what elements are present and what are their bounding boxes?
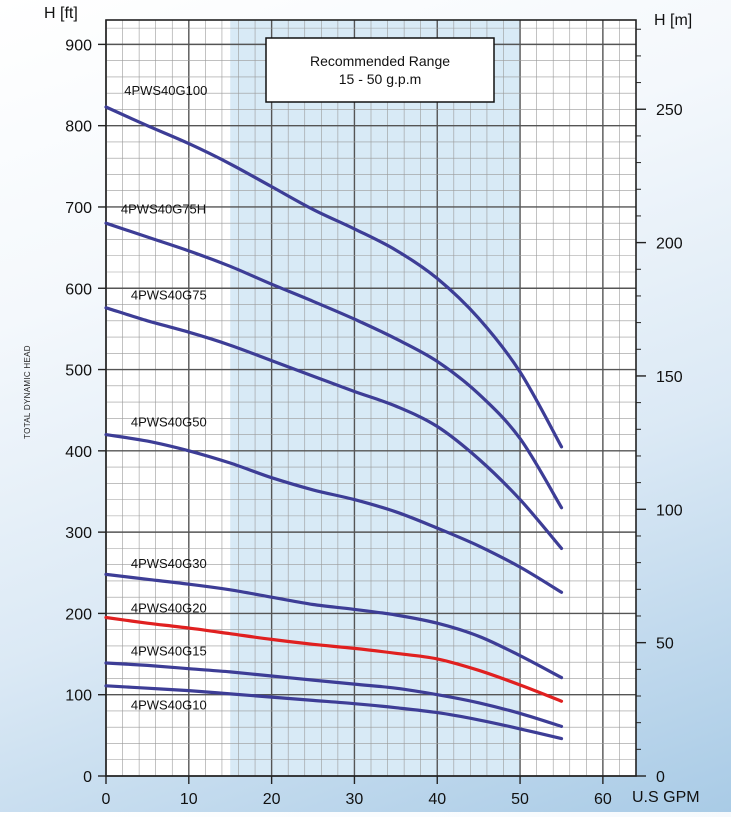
recommended-range-box: Recommended Range 15 - 50 g.p.m: [265, 37, 495, 103]
x-tick-label: 0: [102, 791, 111, 808]
series-line-4pws40g100: [104, 105, 564, 449]
y-tick-label-ft: 500: [65, 363, 92, 380]
axes: 0100200300400500600700800900050100150200…: [65, 19, 683, 808]
y-tick-label-ft: 700: [65, 200, 92, 217]
curve-label-4pws40g75: 4PWS40G75: [131, 288, 207, 303]
y-tick-label-ft: 200: [65, 606, 92, 623]
series-line-4pws40g10: [104, 684, 564, 741]
x-tick-label: 40: [428, 791, 446, 808]
y-tick-label-m: 50: [656, 636, 674, 653]
curve-label-4pws40g10: 4PWS40G10: [131, 697, 207, 712]
left-axis-title: H [ft]: [44, 5, 78, 22]
series-line-4pws40g20: [104, 615, 564, 703]
curve-labels: 4PWS40G100 4PWS40G75H 4PWS40G75 4PWS40G50 4P…: [121, 83, 207, 713]
y-tick-label-ft: 300: [65, 525, 92, 542]
x-tick-label: 20: [263, 791, 281, 808]
series-line-4pws40g75: [104, 306, 564, 550]
recommended-range-subtitle: 15 - 50 g.p.m: [339, 71, 422, 87]
right-axis-title: H [m]: [654, 12, 692, 29]
curve-label-4pws40g15: 4PWS40G15: [131, 644, 207, 659]
series-line-4pws40g50: [104, 433, 564, 594]
y-tick-label-ft: 900: [65, 37, 92, 54]
x-tick-label: 60: [594, 791, 612, 808]
y-tick-label-ft: 100: [65, 688, 92, 705]
series-line-4pws40g75h: [104, 221, 564, 510]
series-line-4pws40g30: [104, 572, 564, 680]
x-tick-label: 50: [511, 791, 529, 808]
curve-label-4pws40g100: 4PWS40G100: [124, 83, 207, 98]
y-tick-label-ft: 600: [65, 281, 92, 298]
curve-label-4pws40g75h: 4PWS40G75H: [121, 201, 206, 216]
vertical-axis-title: TOTAL DYNAMIC HEAD: [23, 345, 32, 439]
curve-label-4pws40g20: 4PWS40G20: [131, 601, 207, 616]
x-axis-title: U.S GPM: [632, 789, 700, 806]
x-tick-label: 10: [180, 791, 198, 808]
curve-label-4pws40g50: 4PWS40G50: [131, 414, 207, 429]
y-tick-label-ft: 400: [65, 444, 92, 461]
y-tick-label-m: 100: [656, 502, 683, 519]
x-tick-label: 30: [346, 791, 364, 808]
y-tick-label-m: 200: [656, 236, 683, 253]
y-tick-label-ft: 0: [83, 769, 92, 786]
y-tick-label-m: 0: [656, 769, 665, 786]
y-tick-label-ft: 800: [65, 119, 92, 136]
y-tick-label-m: 250: [656, 102, 683, 119]
curves: [104, 105, 564, 741]
plot-frame: [105, 19, 637, 777]
curve-label-4pws40g30: 4PWS40G30: [131, 556, 207, 571]
y-tick-label-m: 150: [656, 369, 683, 386]
recommended-range-title: Recommended Range: [310, 53, 450, 69]
series-line-4pws40g15: [104, 661, 564, 728]
